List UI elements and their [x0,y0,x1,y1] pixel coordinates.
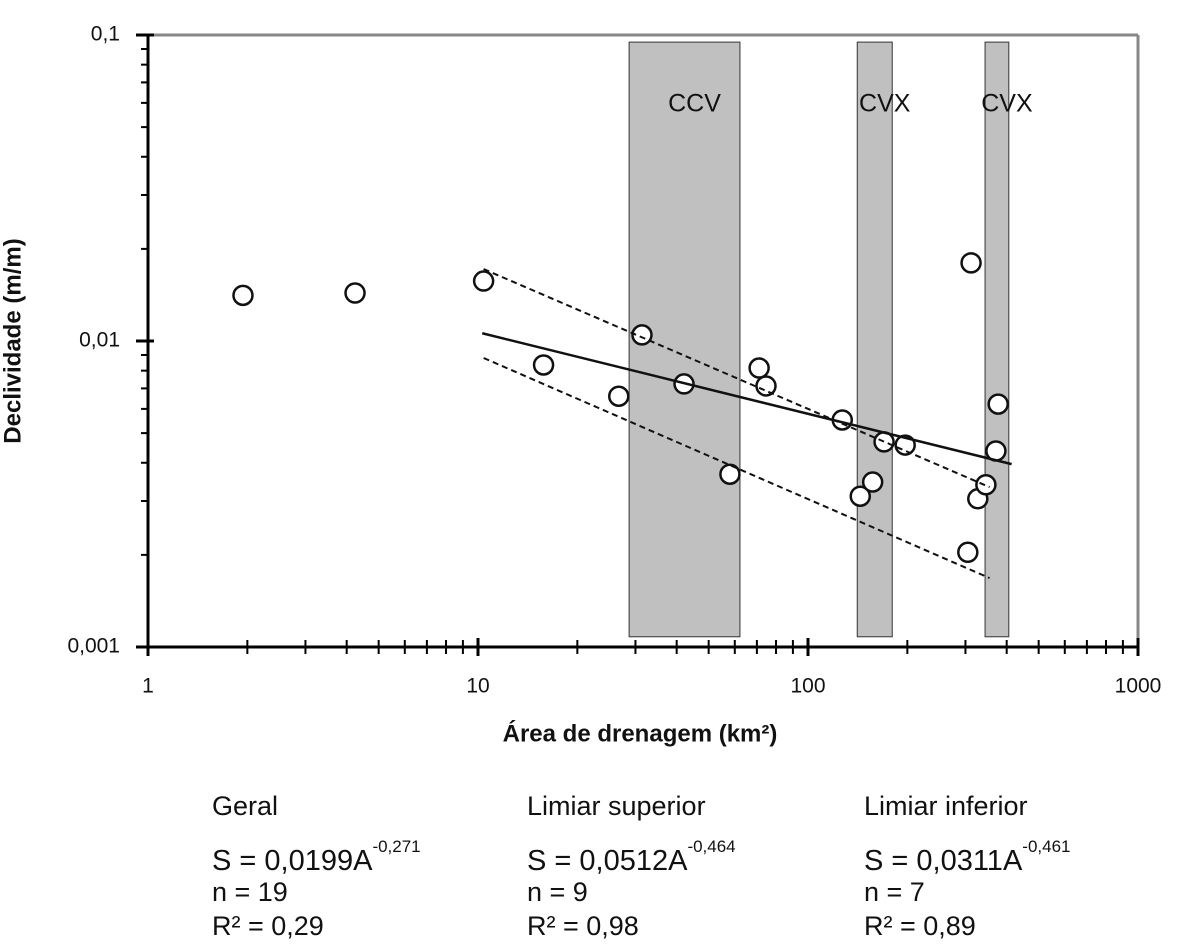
equation-title: Limiar inferior [864,791,1028,821]
equation: S = 0,0512A-0,464 [527,837,736,876]
data-point [894,434,916,456]
y-axis-label: Declividade (m/m) [0,238,26,443]
equation-n: n = 9 [527,877,588,907]
x-tick-label: 1000 [1115,675,1162,698]
data-point [957,541,979,564]
equation-r2: R² = 0,89 [864,911,976,941]
data-point [532,354,555,376]
data-point [232,284,254,307]
data-point [344,282,366,304]
x-tick-label: 100 [790,675,825,698]
data-point [861,471,884,493]
region-label: CVX [981,90,1033,118]
equation: S = 0,0311A-0,461 [864,837,1071,876]
equation-title: Geral [212,791,278,821]
data-point [960,252,982,274]
equation-exponent: -0,271 [372,837,420,856]
equation-text: S = 0,0512A [527,845,688,877]
region-label: CVX [859,90,911,118]
y-tick-label: 0,001 [67,635,120,658]
x-axis-label: Área de drenagem (km²) [503,719,778,747]
fit-line [483,357,990,579]
data-point [607,385,630,407]
data-point [987,393,1009,415]
x-tick-label: 10 [466,675,489,698]
equation-title: Limiar superior [527,791,706,821]
equation-text: S = 0,0199A [212,845,373,877]
y-tick-label: 0,01 [79,329,120,352]
equation-r2: R² = 0,29 [212,911,324,941]
data-point [975,474,997,496]
region-label: CCV [668,90,721,118]
equation-n: n = 7 [864,877,925,907]
fit-line [481,332,1012,466]
fit-line [483,268,990,489]
y-tick-label: 0,1 [91,23,120,46]
data-point [748,357,770,379]
data-point [849,485,872,507]
region [856,41,893,638]
equation-text: S = 0,0311A [864,845,1023,877]
data-point [719,463,741,485]
equation-exponent: -0,464 [687,837,735,856]
data-point [472,270,495,292]
data-point [755,375,777,397]
equation-n: n = 19 [212,877,288,907]
equation: S = 0,0199A-0,271 [212,837,421,876]
x-tick-label: 1 [142,675,154,698]
equation-exponent: -0,461 [1022,837,1070,856]
data-point [631,324,653,346]
region [984,41,1010,638]
equation-r2: R² = 0,98 [527,911,639,941]
